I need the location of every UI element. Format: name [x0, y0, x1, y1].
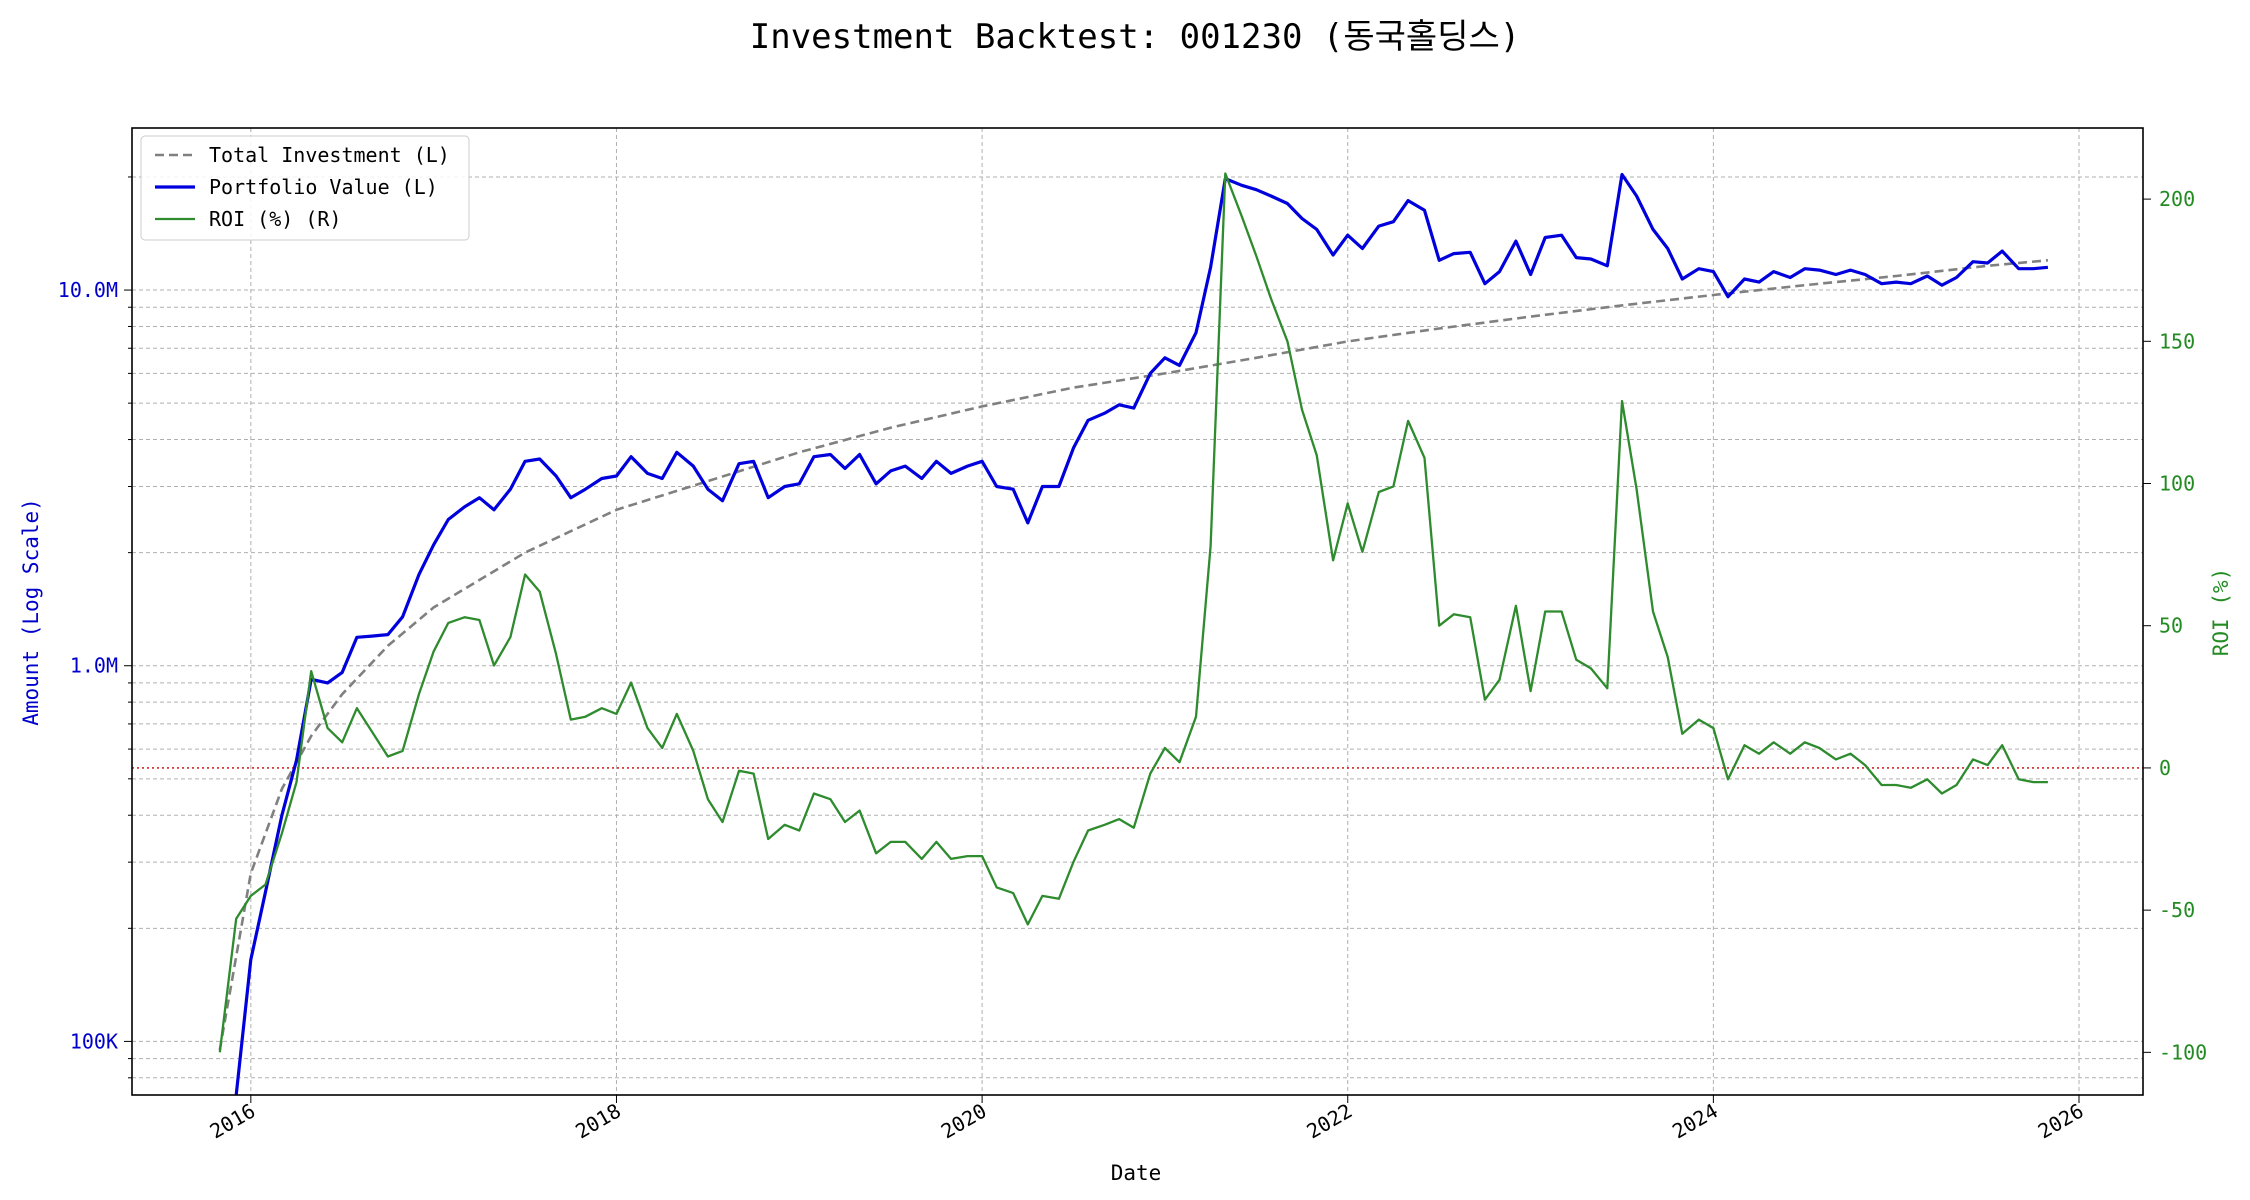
chart-title: Investment Backtest: 001230 (동국홀딩스) [750, 17, 1521, 57]
right-tick-label: 150 [2159, 329, 2195, 353]
legend-box [140, 135, 470, 241]
x-tick-label: 2024 [1668, 1099, 1722, 1144]
right-tick-label: 200 [2159, 187, 2195, 211]
plot-frame [131, 127, 2144, 1096]
legend: Total Investment (L) Portfolio Value (L) R… [140, 135, 470, 241]
portfolio-value-line [234, 172, 2049, 1096]
right-y-axis-label: ROI (%) [2209, 568, 2233, 657]
x-tick-label: 2022 [1303, 1099, 1357, 1144]
right-tick-label: 100 [2159, 472, 2195, 496]
legend-label: Portfolio Value (L) [209, 175, 438, 199]
left-tick-label: 1.0M [70, 654, 118, 678]
x-axis-label: Date [1111, 1161, 1162, 1185]
x-tick-label: 2016 [206, 1099, 260, 1144]
axis-layer: 100K 1.0M 10.0M -100 -50 0 50 100 150 200 2016 2018… [58, 176, 2207, 1144]
legend-label: Total Investment (L) [209, 143, 450, 167]
legend-item-roi: ROI (%) (R) [155, 207, 341, 231]
right-tick-label: 0 [2159, 756, 2171, 780]
left-y-axis-label: Amount (Log Scale) [19, 498, 43, 726]
legend-label: ROI (%) (R) [209, 207, 341, 231]
x-tick-label: 2026 [2034, 1099, 2088, 1144]
legend-item-portfolio-value: Portfolio Value (L) [155, 175, 438, 199]
roi-line [218, 172, 2048, 1053]
grid-layer [132, 128, 2143, 1095]
left-tick-label: 100K [70, 1029, 118, 1053]
right-tick-label: -100 [2159, 1040, 2207, 1064]
x-tick-label: 2020 [937, 1099, 991, 1144]
x-tick-label: 2018 [571, 1099, 625, 1144]
left-tick-label: 10.0M [58, 278, 118, 302]
total-investment-line [218, 259, 2049, 1051]
right-tick-label: 50 [2159, 614, 2183, 638]
legend-item-total-investment: Total Investment (L) [155, 143, 450, 167]
right-tick-label: -50 [2159, 898, 2195, 922]
series-layer [218, 172, 2049, 1096]
